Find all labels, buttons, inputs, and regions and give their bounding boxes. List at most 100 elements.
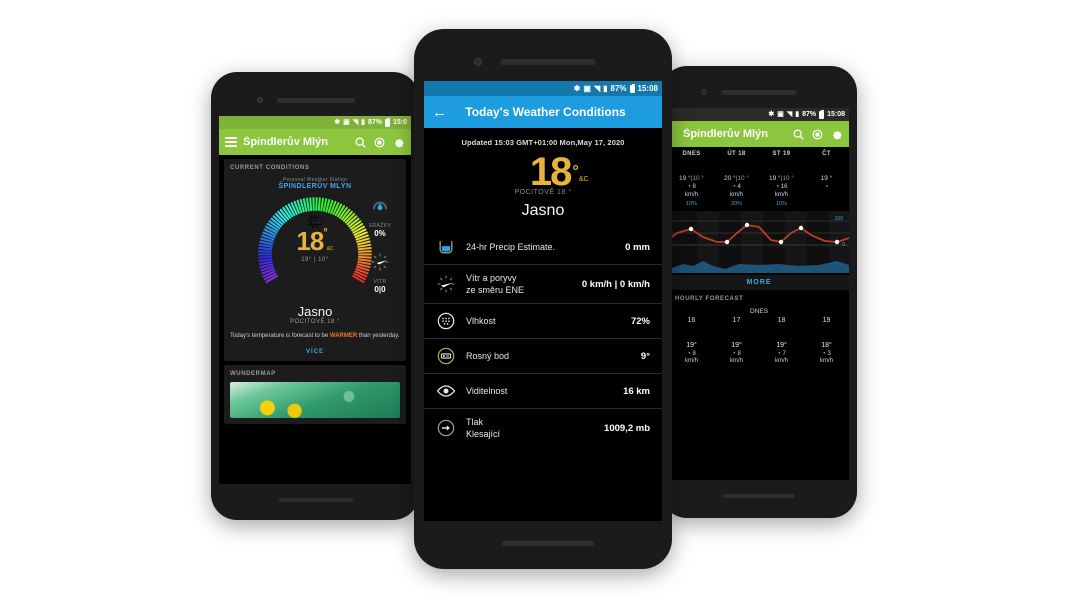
- wind-dial-icon: [436, 274, 456, 294]
- earpiece-speaker: [500, 59, 596, 65]
- hourly-forecast-label: HOURLY FORECAST: [675, 296, 744, 303]
- detail-row-precip[interactable]: 24-hr Precip Estimate. 0 mm: [424, 230, 662, 264]
- daily-forecast-item[interactable]: ST 19 ☁ 19 °|10 ° ◔ 16 km/h 10%: [759, 151, 804, 207]
- dewpoint-icon: [436, 346, 456, 366]
- detail-row-dewpoint[interactable]: Rosný bod 9°: [424, 338, 662, 373]
- hour-wind: ◔ 8 km/h: [729, 350, 743, 365]
- hourly-forecast-item[interactable]: 17 🌤 19° ◔ 8 km/h: [714, 317, 759, 366]
- hour-wind-unit: km/h: [819, 358, 833, 365]
- day-temps: 19 °: [804, 175, 849, 182]
- gear-icon[interactable]: [392, 136, 405, 149]
- gear-icon[interactable]: [830, 128, 843, 141]
- left-feels-like: POCITOVĚ 18 °: [290, 319, 340, 325]
- detail-row-wind[interactable]: Vítr a poryvy ze směru ENE 0 km/h | 0 km…: [424, 264, 662, 303]
- day-name: ČT: [822, 151, 831, 157]
- current-conditions-label: CURRENT CONDITIONS: [230, 165, 310, 171]
- temperature-gauge-wrap: 🌤 18° &C 19° | 10°: [230, 192, 400, 302]
- detail-row-humidity[interactable]: Vlhkost 72%: [424, 303, 662, 338]
- sun-behind-cloud-icon: 🌤: [773, 325, 790, 340]
- gauge-ticks-icon: [258, 197, 372, 283]
- battery-icon: [819, 109, 825, 119]
- daily-forecast-item[interactable]: ÚT 18 ☁ 20 °|10 ° ◔ 4 km/h 20%: [714, 151, 759, 207]
- daily-forecast-item[interactable]: ČT 🌤 19 ° ◔: [804, 151, 849, 207]
- pws-name[interactable]: ŠPINDLERŮV MLÝN: [278, 183, 352, 190]
- daily-forecast-row: DNES 🌤 19 °|10 ° ◔ 8 km/h 10% ÚT 18 ☁ 20 …: [669, 147, 849, 209]
- day-low: 10 °: [782, 175, 794, 183]
- detail-value: 0 km/h | 0 km/h: [581, 278, 650, 290]
- hour-temp: 19°: [776, 341, 787, 349]
- hero-unit: &C: [578, 176, 589, 183]
- day-pop: 20%: [730, 201, 742, 208]
- battery-percent: 87%: [367, 119, 382, 126]
- detail-value: 1009,2 mb: [604, 422, 650, 434]
- signal-icon: ▮: [361, 119, 365, 126]
- day-wind-unit: km/h: [729, 191, 743, 198]
- hourly-forecast-item[interactable]: 18 🌤 19° ◔ 7 km/h: [759, 317, 804, 366]
- wundermap-card[interactable]: WUNDERMAP: [224, 365, 406, 424]
- day-pop: 10%: [685, 201, 697, 208]
- detail-label-main: Vítr a poryvy: [466, 273, 517, 283]
- location-icon[interactable]: [811, 128, 824, 141]
- hero-degree: °: [572, 163, 579, 181]
- search-icon[interactable]: [354, 136, 367, 149]
- bluetooth-icon: ✱: [334, 119, 341, 126]
- hero-temperature: 18: [529, 150, 572, 194]
- temperature-gauge: 🌤 18° &C 19° | 10°: [253, 192, 377, 302]
- search-icon[interactable]: [792, 128, 805, 141]
- gauge-center-readout: 🌤 18° &C 19° | 10°: [253, 214, 377, 263]
- left-phone-screen: ✱ ▣ ◥ ▮ 87% 15:0 Špindlerův Mlýn CURRENT…: [219, 116, 411, 484]
- alarm-icon: ▣: [777, 111, 784, 118]
- day-temps: 19 °|10 °: [769, 175, 794, 183]
- day-name: ÚT 18: [727, 151, 746, 157]
- hero-condition: Jasno: [521, 202, 565, 219]
- wundermap-image[interactable]: [230, 382, 400, 418]
- earpiece-speaker: [277, 98, 355, 103]
- sun-behind-cloud-icon: 🌤: [683, 325, 700, 340]
- back-arrow-icon[interactable]: ←: [432, 103, 447, 121]
- hour-wind-speed: 8: [692, 350, 696, 357]
- precip-gauge-icon: [436, 237, 456, 257]
- left-statusbar: ✱ ▣ ◥ ▮ 87% 15:0: [219, 116, 411, 129]
- hourly-forecast-row: 16 🌤 19° ◔ 8 km/h 17 🌤 19° ◔ 8 km/h 18 🌤 1…: [669, 317, 849, 370]
- day-name: DNES: [682, 151, 701, 157]
- detail-label: Tlak Klesající: [466, 416, 594, 440]
- clock: 15:0: [392, 119, 407, 126]
- hourly-forecast-item[interactable]: 19 🌤 18° ◔ 3 km/h: [804, 317, 849, 366]
- forecast-note-suffix: than yesterday.: [357, 333, 400, 339]
- current-conditions-card[interactable]: CURRENT CONDITIONS Personal Weather Stat…: [224, 159, 406, 361]
- daily-forecast-item[interactable]: DNES 🌤 19 °|10 ° ◔ 8 km/h 10%: [669, 151, 714, 207]
- detail-value: 16 km: [623, 385, 650, 397]
- detail-row-pressure[interactable]: Tlak Klesající 1009,2 mb: [424, 408, 662, 447]
- hour-wind-unit: km/h: [684, 358, 698, 365]
- pressure-arrow-icon: [436, 418, 456, 438]
- more-button[interactable]: MORE: [669, 275, 849, 291]
- gauge-temp-line: 18° &C: [253, 228, 377, 255]
- wundermap-label: WUNDERMAP: [230, 371, 276, 377]
- hour-temp: 19°: [686, 341, 697, 349]
- clock: 15:08: [827, 111, 845, 118]
- hourly-forecast-item[interactable]: 16 🌤 19° ◔ 8 km/h: [669, 317, 714, 366]
- precip-widget[interactable]: SRÁŽKY 0%: [362, 198, 398, 238]
- wind-widget[interactable]: VÍTR 0|0: [362, 252, 398, 294]
- hour-wind-unit: km/h: [774, 358, 788, 365]
- center-phone-screen: ✱ ▣ ◥ ▮ 87% 15:08 ← Today's Weather Cond…: [424, 81, 662, 521]
- right-appbar-title: Špindlerův Mlýn: [683, 128, 768, 140]
- day-wind-speed: 16: [780, 184, 788, 191]
- hour-label: 17: [732, 317, 741, 325]
- detail-label: Vlhkost: [466, 316, 496, 327]
- location-icon[interactable]: [373, 136, 386, 149]
- detail-row-visibility[interactable]: Viditelnost 16 km: [424, 373, 662, 408]
- alarm-icon: ▣: [583, 83, 591, 93]
- hamburger-icon[interactable]: [225, 137, 237, 147]
- clock: 15:08: [637, 84, 658, 93]
- detail-label: Vítr a poryvy ze směru ENE: [466, 272, 572, 296]
- personal-weather-station: Personal Weather Station ŠPINDLERŮV MLÝN: [230, 177, 400, 190]
- bluetooth-icon: ✱: [768, 111, 775, 118]
- day-wind-unit: km/h: [774, 191, 788, 198]
- vice-link[interactable]: VÍCE: [305, 349, 324, 355]
- forecast-chart[interactable]: 100 0: [669, 211, 849, 274]
- wifi-icon: ◥: [593, 83, 601, 93]
- day-high: 19 °: [769, 175, 781, 183]
- hour-wind: ◔ 3 km/h: [819, 350, 833, 365]
